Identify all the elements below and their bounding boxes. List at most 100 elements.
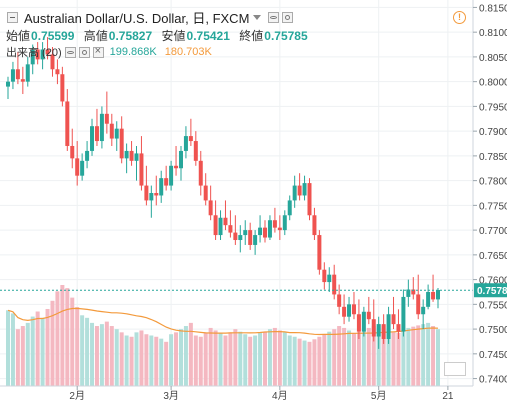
volume-bar [183,326,188,386]
candle-body [307,183,312,216]
volume-bar [258,332,263,386]
volume-bar [307,341,312,386]
volume-bar [30,316,35,386]
volume-bar [312,339,317,386]
candle-body [322,269,327,283]
chevron-down-icon[interactable] [253,14,262,20]
volume-bar [287,335,292,386]
volume-bar [253,335,258,386]
candle-body [203,185,208,201]
gear-icon[interactable] [78,46,90,58]
volume-bar [129,336,134,386]
candle-body [263,227,268,238]
volume-bar [104,321,109,386]
alert-icon[interactable]: ! [453,11,466,24]
volume-bar [119,332,124,386]
candle-body [243,230,248,236]
eye-icon[interactable] [268,11,280,23]
volume-bar [361,330,366,386]
candle-body [6,81,10,87]
candle-body [396,324,401,332]
candle-body [327,274,332,283]
volume-bar [282,332,287,386]
volume-bar [391,331,396,386]
candle-body [223,217,228,226]
candle-body [60,74,65,102]
candle-body [411,289,416,295]
candle-body [134,153,139,161]
collapse-icon[interactable] [7,11,18,23]
candle-body [317,235,322,270]
volume-bar [35,311,40,386]
candle-body [119,128,124,159]
volume-bar [85,317,90,386]
candle-body [436,289,440,300]
candle-body [401,296,406,332]
volume-bar [322,334,327,386]
volume-bar [149,335,154,386]
candle-body [114,128,119,139]
x-tick-label: 2月 [69,390,85,402]
high-value: 0.75827 [108,29,153,43]
volume-bar [213,330,218,386]
volume-bar [94,326,99,386]
gear-icon[interactable] [282,11,294,23]
price-axis-background [473,0,507,402]
high-label: 高値 [83,29,108,43]
price-tag-label: 0.75785 [477,286,507,297]
candle-body [20,79,25,82]
low-value: 0.75421 [186,29,230,43]
candle-body [65,101,70,146]
candle-body [169,165,174,186]
candle-body [213,215,218,236]
candle-body [45,49,50,55]
candle-body [80,160,85,176]
chart-legend: Australian Dollar/U.S. Dollar, 日, FXCM [4,8,294,26]
candle-body [75,158,80,176]
candle-body [386,314,391,339]
volume-bar [75,307,80,386]
volume-bar [139,330,144,386]
candle-body [174,165,179,169]
candle-body [10,69,15,82]
volume-bar [45,308,50,386]
current-price-tag: 0.75785 [474,283,507,298]
candle-body [267,220,272,238]
volume-bar [193,335,198,386]
volume-bar [223,335,228,386]
volume-bar [436,329,440,386]
volume-bar [421,324,426,386]
volume-bar [243,334,248,386]
volume-bar [164,341,169,386]
eye-icon[interactable] [64,46,76,58]
volume-bar [159,338,164,386]
candle-body [129,150,134,161]
volume-bar [144,334,149,386]
grid-lines [0,0,473,386]
volume-bar [277,330,282,386]
candle-body [70,145,75,159]
candle-body [297,185,302,196]
volume-bar [342,327,347,386]
volume-bar [80,315,85,386]
close-icon[interactable] [92,45,104,58]
candle-body [85,150,90,161]
candle-body [149,193,154,201]
candle-body [406,289,411,297]
candle-body [99,113,104,142]
volume-bar [50,300,55,386]
volume-bar [208,327,213,386]
candlesticks [6,37,440,349]
volume-bar [169,334,174,386]
candle-body [104,113,109,124]
candle-body [287,200,292,216]
